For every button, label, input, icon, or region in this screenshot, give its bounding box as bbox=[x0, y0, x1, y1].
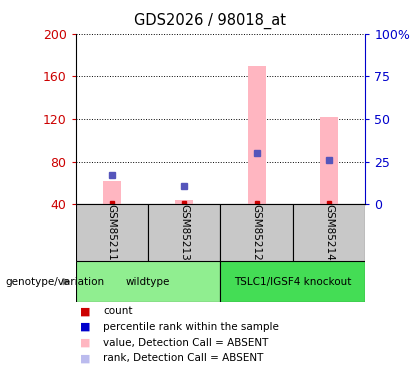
Text: ■: ■ bbox=[80, 322, 90, 332]
Bar bbox=[220, 261, 365, 302]
Text: ■: ■ bbox=[80, 306, 90, 316]
Text: GSM85214: GSM85214 bbox=[324, 204, 334, 261]
Text: percentile rank within the sample: percentile rank within the sample bbox=[103, 322, 279, 332]
Text: TSLC1/IGSF4 knockout: TSLC1/IGSF4 knockout bbox=[234, 277, 352, 286]
Text: GDS2026 / 98018_at: GDS2026 / 98018_at bbox=[134, 13, 286, 29]
Text: wildtype: wildtype bbox=[126, 277, 170, 286]
Bar bbox=[293, 204, 365, 261]
Bar bbox=[76, 261, 220, 302]
Bar bbox=[248, 66, 266, 204]
Text: count: count bbox=[103, 306, 132, 316]
Text: ■: ■ bbox=[80, 338, 90, 348]
Text: GSM85211: GSM85211 bbox=[107, 204, 117, 261]
Text: GSM85213: GSM85213 bbox=[179, 204, 189, 261]
Text: value, Detection Call = ABSENT: value, Detection Call = ABSENT bbox=[103, 338, 268, 348]
Text: rank, Detection Call = ABSENT: rank, Detection Call = ABSENT bbox=[103, 354, 263, 363]
Bar bbox=[220, 204, 293, 261]
Bar bbox=[103, 181, 121, 204]
Bar bbox=[175, 200, 193, 204]
Text: GSM85212: GSM85212 bbox=[252, 204, 262, 261]
Text: genotype/variation: genotype/variation bbox=[5, 277, 104, 286]
Text: ■: ■ bbox=[80, 354, 90, 363]
Bar bbox=[320, 117, 338, 204]
Bar bbox=[148, 204, 221, 261]
Bar bbox=[76, 204, 148, 261]
